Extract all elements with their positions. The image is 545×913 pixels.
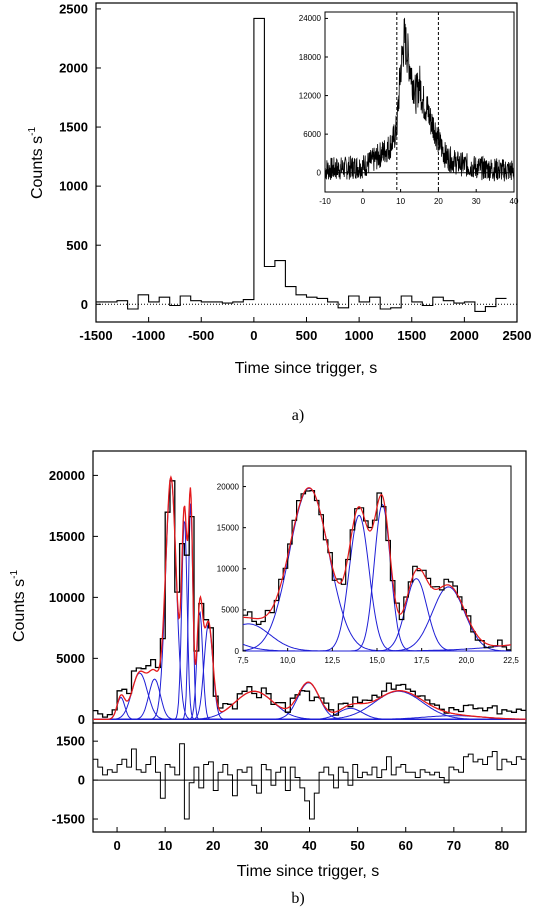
panel-a-y-tick-label: 0 bbox=[81, 297, 88, 312]
panel-a-inset-x-tick-label: 20 bbox=[434, 197, 443, 206]
panel-b-y-tick-label: 20000 bbox=[49, 468, 85, 483]
panel-b-caption: b) bbox=[291, 890, 304, 907]
panel-a-x-tick-label: 1000 bbox=[345, 328, 374, 343]
panel-b-inset-x-tick-label: 20,0 bbox=[459, 656, 475, 665]
panel-a-y-tick-label: 2000 bbox=[59, 61, 88, 76]
panel-a-inset-x-ticks: -10 0 10 20 30 40 bbox=[319, 189, 519, 206]
fit-component-11 bbox=[93, 707, 526, 720]
panel-a-x-tick-label: -1500 bbox=[79, 328, 112, 343]
panel-a-x-tick-label: -500 bbox=[188, 328, 214, 343]
panel-b-x-tick-label: 80 bbox=[495, 838, 509, 853]
panel-b-data-histogram bbox=[93, 480, 526, 718]
panel-b-inset-x-tick-label: 12,5 bbox=[325, 656, 341, 665]
panel-b-residual-y-ticks: -1500 0 1500 bbox=[52, 734, 98, 827]
panel-b-x-tick-label: 20 bbox=[206, 838, 220, 853]
panel-a-y-ticks: 0 500 1000 1500 2000 2500 bbox=[59, 1, 101, 312]
panel-a-inset-y-ticks: 0 6000 12000 18000 24000 bbox=[299, 14, 328, 178]
panel-a-y-tick-label: 1000 bbox=[59, 179, 88, 194]
panel-b-res-y-tick-label: -1500 bbox=[52, 812, 85, 827]
panel-a-y-tick-label: 2500 bbox=[59, 1, 88, 16]
panel-b-x-tick-label: 50 bbox=[350, 838, 364, 853]
panel-a-inset-y-tick-label: 6000 bbox=[303, 130, 321, 139]
panel-a-x-tick-label: 1500 bbox=[397, 328, 426, 343]
panel-b-inset-x-tick-label: 7,5 bbox=[237, 656, 249, 665]
panel-b-y-ticks: 0 5000 10000 15000 20000 bbox=[49, 468, 98, 727]
panel-a-x-tick-label: 500 bbox=[296, 328, 318, 343]
panel-a-inset-x-tick-label: -10 bbox=[319, 197, 331, 206]
panel-b-total-fit bbox=[93, 475, 526, 720]
panel-a-x-label: Time since trigger, s bbox=[235, 360, 378, 377]
panel-b-res-y-tick-label: 0 bbox=[78, 773, 85, 788]
panel-b-x-tick-label: 0 bbox=[113, 838, 120, 853]
panel-a-x-tick-label: 2500 bbox=[503, 328, 532, 343]
panel-a-inset-y-tick-label: 24000 bbox=[299, 14, 322, 23]
panel-a-inset-trace bbox=[324, 17, 515, 182]
panel-a-y-tick-label: 500 bbox=[66, 238, 88, 253]
panel-b-inset-x-tick-label: 10,0 bbox=[280, 656, 296, 665]
panel-b-fit-components bbox=[93, 477, 526, 720]
panel-a-inset-x-tick-label: 30 bbox=[472, 197, 481, 206]
panel-a-x-tick-label: -1000 bbox=[132, 328, 165, 343]
panel-b-y-label: Counts s-1 bbox=[9, 570, 28, 642]
panel-a-inset-x-tick-label: 0 bbox=[361, 197, 366, 206]
panel-a-inset-x-tick-label: 10 bbox=[396, 197, 405, 206]
panel-b-inset-x-tick-label: 15,0 bbox=[369, 656, 385, 665]
panel-a-y-tick-label: 1500 bbox=[59, 120, 88, 135]
panel-b-y-tick-label: 5000 bbox=[56, 651, 85, 666]
panel-b-inset-y-tick-label: 0 bbox=[235, 647, 240, 656]
panel-a-inset-y-tick-label: 0 bbox=[317, 169, 322, 178]
panel-a-inset-x-tick-label: 40 bbox=[510, 197, 519, 206]
panel-b-inset-y-tick-label: 10000 bbox=[217, 565, 240, 574]
panel-a-inset-y-tick-label: 12000 bbox=[299, 91, 322, 100]
panel-b-x-tick-label: 10 bbox=[158, 838, 172, 853]
panel-b-inset-x-tick-label: 22,5 bbox=[503, 656, 519, 665]
panel-b-inset-y-tick-label: 20000 bbox=[217, 482, 240, 491]
panel-a-x-tick-label: 0 bbox=[250, 328, 257, 343]
panel-a-histogram bbox=[96, 17, 507, 312]
panel-b-x-tick-label: 40 bbox=[302, 838, 316, 853]
panel-a-x-ticks: -1500 -1000 -500 0 500 1000 1500 2000 2500 bbox=[79, 317, 531, 343]
panel-b-inset-y-tick-label: 15000 bbox=[217, 523, 240, 532]
panel-b-inset-x-ticks: 7,5 10,0 12,5 15,0 17,5 20,0 22,5 bbox=[237, 648, 519, 665]
panel-b-x-ticks: 0 10 20 30 40 50 60 70 80 bbox=[113, 827, 509, 853]
panel-b-inset-y-ticks: 0 5000 10000 15000 20000 bbox=[217, 482, 246, 656]
panel-b-y-tick-label: 0 bbox=[78, 712, 85, 727]
panel-a-inset-y-tick-label: 18000 bbox=[299, 53, 322, 62]
panel-b-inset-y-tick-label: 5000 bbox=[221, 606, 239, 615]
fit-component-13 bbox=[93, 715, 526, 720]
panel-b-inset: 7,5 10,0 12,5 15,0 17,5 20,0 22,5 0 5000 10000 15… bbox=[217, 465, 519, 665]
panel-b-x-tick-label: 70 bbox=[447, 838, 461, 853]
panel-b-x-tick-label: 30 bbox=[254, 838, 268, 853]
panel-a-inset: -10 0 10 20 30 40 0 6000 12000 18000 24000 bbox=[299, 11, 519, 206]
panel-b-y-tick-label: 15000 bbox=[49, 529, 85, 544]
panel-a-x-tick-label: 2000 bbox=[450, 328, 479, 343]
panel-b-inset-total-fit bbox=[243, 487, 512, 647]
panel-b-x-label: Time since trigger, s bbox=[237, 863, 380, 880]
panel-b-inset-x-tick-label: 17,5 bbox=[414, 656, 430, 665]
panel-a-caption: a) bbox=[292, 407, 304, 424]
panel-b-y-tick-label: 10000 bbox=[49, 590, 85, 605]
panel-b-res-y-tick-label: 1500 bbox=[56, 734, 85, 749]
panel-b-x-tick-label: 60 bbox=[398, 838, 412, 853]
panel-a: -1500 -1000 -500 0 500 1000 1500 2000 2500 05001… bbox=[27, 1, 531, 377]
panel-a-y-label: Counts s-1 bbox=[27, 127, 46, 199]
panel-b-residual-histogram bbox=[93, 743, 526, 820]
